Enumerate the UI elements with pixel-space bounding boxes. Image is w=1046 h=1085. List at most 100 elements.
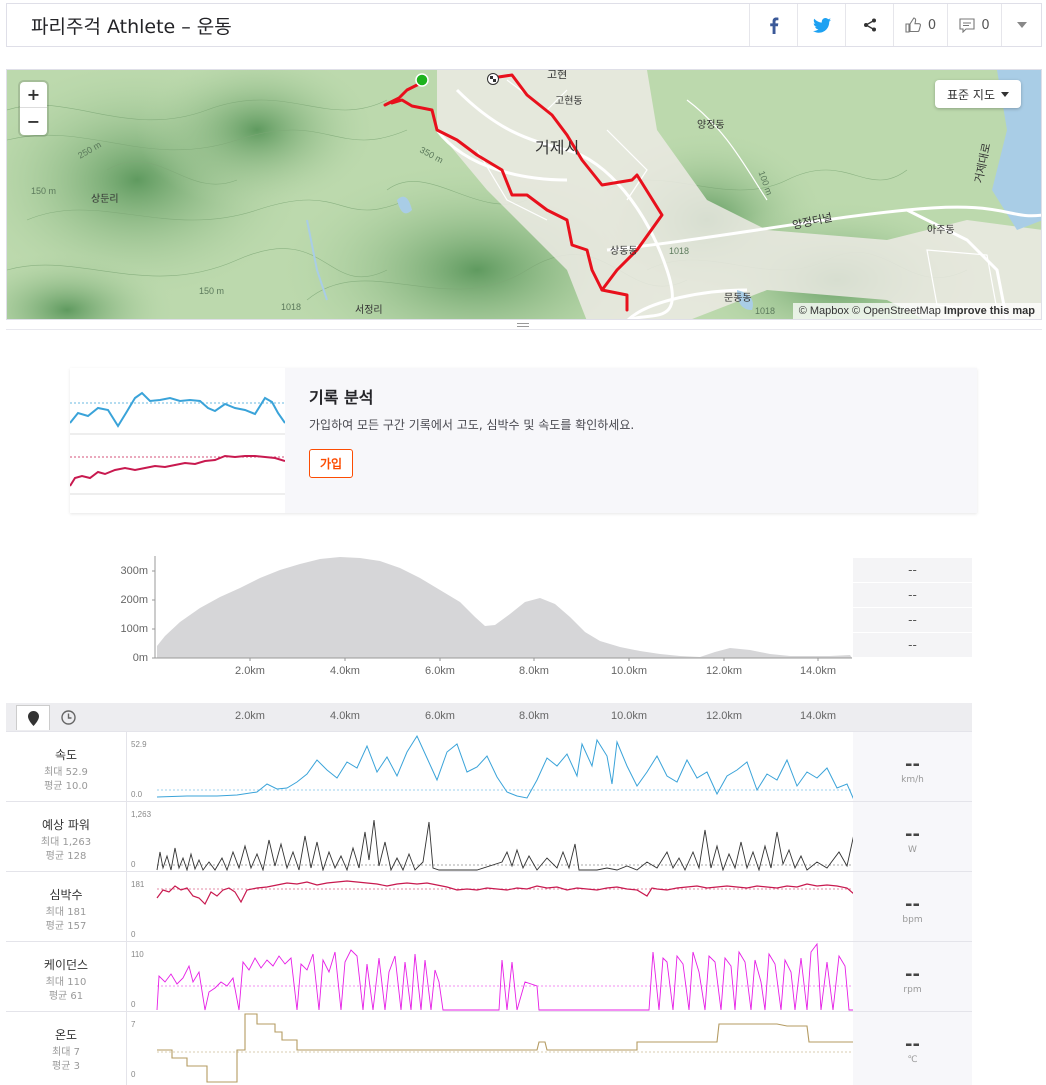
stream-unit: W (908, 845, 917, 855)
contour-label: 150 m (31, 186, 57, 196)
twitter-share-button[interactable] (797, 4, 845, 46)
map-type-dropdown[interactable]: 표준 지도 (935, 80, 1021, 108)
stream-name: 심박수 (49, 888, 83, 902)
promo-description: 가입하여 모든 구간 기록에서 고도, 심박수 및 속도를 확인하세요. (309, 418, 635, 432)
stream-label: 온도 최대 7 평균 3 (6, 1012, 126, 1085)
temperature-stream: 온도 최대 7 평균 3 7 0 -- ℃ (6, 1011, 972, 1085)
elev-x-tick: 10.0km (611, 665, 647, 677)
stream-label: 심박수 최대 181 평균 157 (6, 872, 126, 941)
zoom-control: + − (20, 82, 47, 135)
attribution-text[interactable]: © Mapbox © OpenStreetMap (798, 305, 941, 317)
stream-avg: 평균 10.0 (44, 781, 88, 792)
elev-x-tick: 8.0km (519, 665, 549, 677)
elev-x-tick: 12.0km (706, 665, 742, 677)
stream-x-tick: 8.0km (519, 710, 549, 722)
more-options-button[interactable] (1001, 4, 1041, 46)
comment-count: 0 (981, 17, 990, 33)
axis-max-label: 181 (131, 880, 145, 889)
map-resize-handle[interactable] (517, 321, 529, 329)
axis-min-label: 0 (131, 1070, 136, 1079)
route-line (383, 73, 664, 312)
stream-avg: 평균 3 (52, 1061, 80, 1072)
improve-map-link[interactable]: Improve this map (943, 305, 1035, 317)
elev-y-tick: 200m (120, 594, 148, 606)
axis-min-label: 0 (131, 1000, 136, 1009)
heartrate-chart[interactable]: 181 0 (126, 872, 855, 941)
map-pin-icon (27, 710, 39, 726)
stream-x-tick: 10.0km (610, 710, 648, 722)
stream-label: 예상 파워 최대 1,263 평균 128 (6, 802, 126, 871)
cadence-stream: 케이던스 최대 110 평균 61 110 0 -- rpm (6, 941, 972, 1011)
heartrate-line (156, 880, 855, 906)
stream-max: 최대 110 (45, 977, 87, 988)
elev-x-tick: 14.0km (800, 665, 836, 677)
speed-line (156, 734, 855, 801)
stream-name: 케이던스 (43, 958, 89, 972)
stream-max: 최대 181 (45, 907, 87, 918)
map-terrain (7, 70, 1041, 319)
stream-name: 온도 (54, 1028, 78, 1042)
cadence-chart[interactable]: 110 0 (126, 942, 854, 1011)
kudos-count: 0 (927, 17, 937, 33)
stream-x-tick: 4.0km (330, 710, 360, 722)
map-attribution: © Mapbox © OpenStreetMap Improve this ma… (792, 303, 1041, 319)
zoom-in-button[interactable]: + (20, 82, 47, 108)
stream-label: 속도 최대 52.9 평균 10.0 (6, 732, 126, 801)
elevation-area (157, 557, 852, 658)
stream-value: -- (905, 1034, 920, 1055)
temperature-chart[interactable]: 7 0 (126, 1012, 854, 1085)
map-label-mundong-dong: 문동동 (724, 293, 752, 304)
axis-max-label: 7 (131, 1020, 136, 1029)
streams-toolbar (6, 703, 972, 731)
speed-chart[interactable]: 52.9 0.0 (126, 732, 855, 801)
heartrate-stream: 심박수 최대 181 평균 157 181 0 -- bpm (6, 871, 972, 941)
stream-value-box: -- W (853, 802, 972, 871)
stream-value: -- (905, 824, 920, 845)
elev-x-tick: 6.0km (425, 665, 455, 677)
stream-avg: 평균 128 (45, 851, 87, 862)
signup-button[interactable]: 가입 (309, 449, 354, 478)
axis-max-label: 110 (131, 950, 144, 959)
page-title: 파리주걱 Athlete – 운동 (31, 15, 232, 38)
map-label-gohyeon-dong: 고현동 (555, 96, 583, 107)
stream-max: 최대 52.9 (44, 767, 88, 778)
elev-y-tick: 0m (133, 652, 148, 664)
finish-marker (487, 73, 499, 85)
thumbs-up-icon (905, 17, 921, 33)
power-chart[interactable]: 1,263 0 (126, 802, 855, 872)
route-map[interactable]: 거제시 고현동 고현 양정동 상동동 문동동 아주동 상둔리 서정리 양정터널 … (6, 69, 1042, 320)
stream-unit: km/h (901, 775, 924, 785)
stream-name: 속도 (54, 748, 78, 762)
time-mode-button[interactable] (51, 705, 85, 730)
stream-value: -- (905, 894, 920, 915)
elevation-chart: 300m 200m 100m 0m 2.0km 4.0km 6.0km 8.0k… (120, 556, 852, 677)
facebook-share-button[interactable] (749, 4, 797, 46)
elev-x-tick: 4.0km (330, 665, 360, 677)
map-label-sangdun-ri: 상둔리 (91, 194, 119, 205)
distance-mode-button[interactable] (16, 705, 50, 730)
power-line (156, 819, 855, 872)
zoom-out-button[interactable]: − (26, 111, 41, 131)
axis-min-label: 0 (131, 930, 136, 939)
comments-button[interactable]: 0 (947, 4, 1001, 46)
facebook-icon (769, 17, 778, 34)
analysis-promo-card: 기록 분석 가입하여 모든 구간 기록에서 고도, 심박수 및 속도를 확인하세… (70, 368, 977, 513)
kudos-button[interactable]: 0 (893, 4, 947, 46)
road-number-label: 1018 (755, 306, 776, 316)
activity-header: 파리주걱 Athlete – 운동 0 0 (6, 3, 1042, 47)
caret-down-icon (1001, 91, 1009, 97)
stream-max: 최대 1,263 (40, 837, 92, 848)
comment-icon (959, 17, 975, 33)
share-button[interactable] (845, 4, 893, 46)
map-label-sangdong-dong: 상동동 (610, 246, 638, 257)
stream-label: 케이던스 최대 110 평균 61 (6, 942, 126, 1011)
elev-stat: -- (853, 558, 972, 583)
promo-title: 기록 분석 (309, 388, 374, 407)
clock-icon (60, 710, 76, 725)
speed-stream: 속도 최대 52.9 평균 10.0 52.9 0.0 -- km/h (6, 731, 972, 801)
elevation-stats: -- -- -- -- (853, 558, 972, 658)
axis-max-label: 1,263 (131, 810, 152, 819)
elev-y-tick: 100m (120, 623, 148, 635)
elev-x-tick: 2.0km (235, 665, 265, 677)
chevron-down-icon (1016, 22, 1027, 28)
